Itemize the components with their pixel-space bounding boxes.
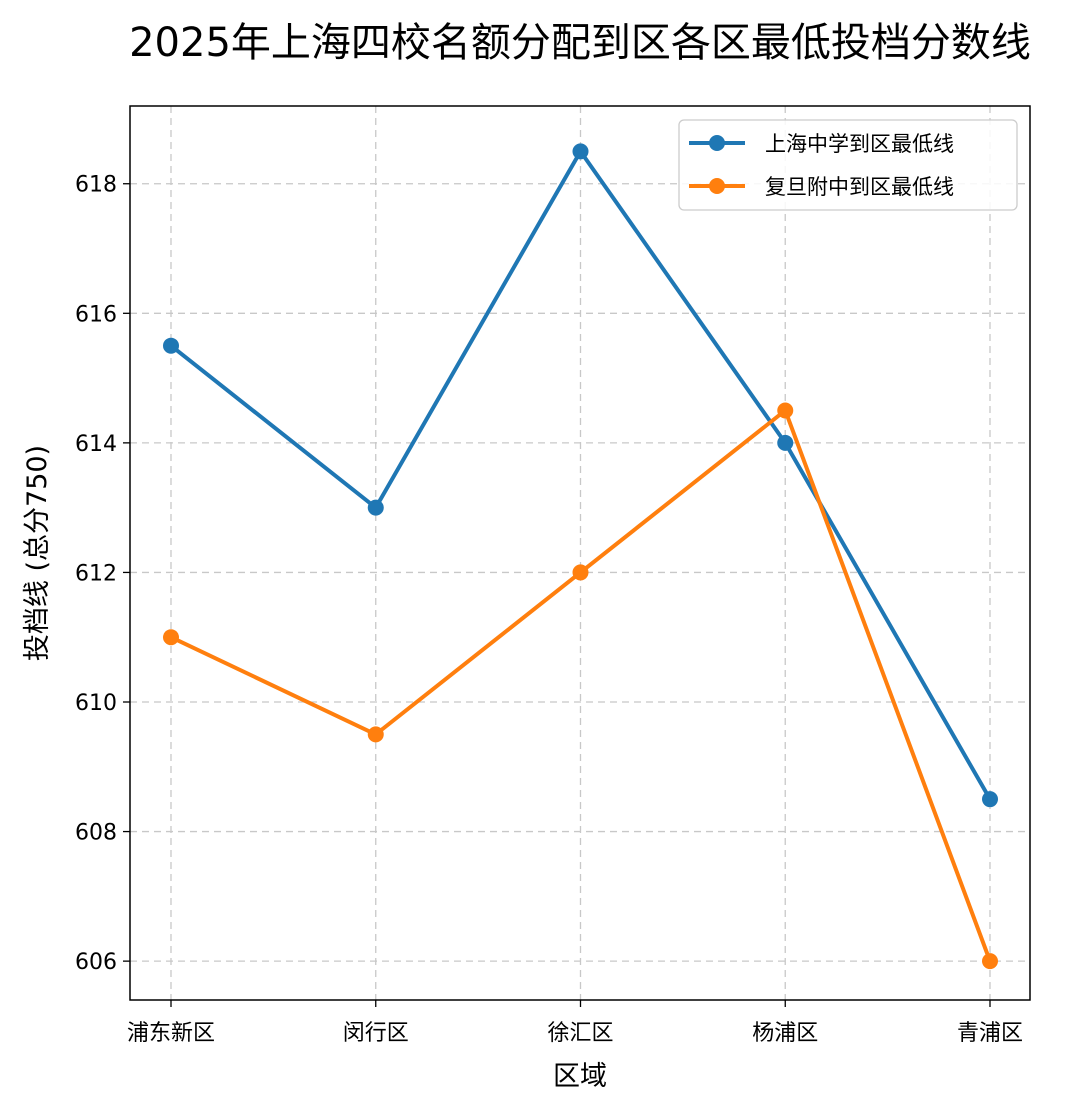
data-point	[367, 726, 384, 743]
y-tick-label: 610	[75, 691, 117, 716]
data-point	[777, 402, 794, 419]
legend-marker	[709, 178, 725, 194]
x-tick-label: 徐汇区	[547, 1021, 613, 1046]
y-tick-label: 618	[75, 173, 117, 198]
chart-title: 2025年上海四校名额分配到区各区最低投档分数线	[129, 20, 1031, 66]
grid	[130, 106, 1030, 1000]
axis-ticks: 浦东新区 闵行区 徐汇区 杨浦区 青浦区 606 608 610 612 614 616 618	[75, 173, 1023, 1046]
y-tick-label: 612	[75, 561, 117, 586]
legend-label: 复旦附中到区最低线	[765, 175, 954, 199]
y-tick-label: 614	[75, 432, 117, 457]
data-point	[163, 629, 179, 646]
legend-label: 上海中学到区最低线	[765, 132, 954, 156]
legend-item: 上海中学到区最低线	[689, 132, 954, 156]
x-tick-label: 杨浦区	[752, 1021, 818, 1046]
data-point	[982, 953, 998, 970]
series-2	[163, 402, 998, 970]
series-1	[163, 143, 998, 808]
y-tick-label: 616	[75, 302, 117, 327]
x-axis-label: 区域	[553, 1061, 607, 1092]
legend-box	[678, 119, 1018, 211]
x-tick-label: 闵行区	[343, 1021, 409, 1046]
data-point	[982, 791, 998, 808]
y-axis-label: 投档线 (总分750)	[22, 445, 53, 661]
legend-item: 复旦附中到区最低线	[689, 175, 954, 199]
series-layer	[163, 143, 998, 970]
y-tick-label: 608	[75, 821, 117, 846]
data-point	[572, 143, 589, 160]
data-point	[163, 337, 179, 354]
x-tick-label: 浦东新区	[127, 1021, 215, 1046]
y-tick-label: 606	[75, 950, 117, 975]
legend-marker	[709, 135, 725, 151]
data-point	[777, 434, 794, 451]
data-point	[572, 564, 589, 581]
x-tick-label: 青浦区	[957, 1021, 1023, 1046]
data-point	[367, 499, 384, 516]
